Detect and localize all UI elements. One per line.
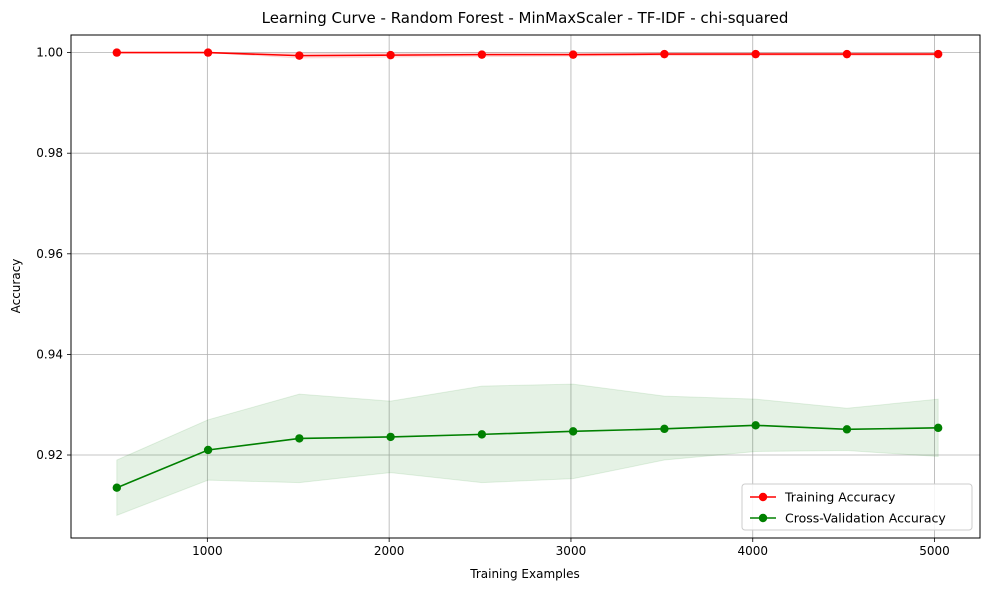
point-series-0-2 [295,51,304,60]
point-series-1-2 [295,434,304,443]
point-series-0-6 [660,49,669,59]
x-axis-label: Training Examples [469,567,579,581]
grid [71,35,980,538]
legend-label-1: Cross-Validation Accuracy [785,511,946,526]
y-axis-ticks: 0.92 0.94 0.96 0.98 1.00 [36,46,71,462]
series-points [112,48,943,492]
point-series-0-3 [386,50,395,60]
x-tick-label-4: 5000 [919,544,950,558]
point-series-1-6 [660,424,669,434]
point-series-0-5 [568,50,578,59]
point-series-1-1 [203,445,213,455]
legend: Training Accuracy Cross-Validation Accura… [741,483,973,531]
point-series-1-8 [842,425,852,434]
point-series-0-7 [751,49,760,59]
x-tick-label-0: 1000 [192,544,223,558]
x-tick-label-2: 3000 [556,544,587,558]
x-tick-label-3: 4000 [737,544,768,558]
series-lines [116,51,939,489]
point-series-1-9 [933,423,943,433]
point-series-1-0 [112,483,122,492]
point-series-1-7 [751,421,760,430]
point-series-0-8 [842,49,852,59]
line-series-0 [116,51,939,57]
y-tick-label-4: 1.00 [36,46,63,60]
y-tick-label-1: 0.94 [36,347,63,361]
point-series-1-4 [477,430,487,439]
legend-box [741,483,973,531]
point-series-0-9 [933,49,943,59]
chart-title: Learning Curve - Random Forest - MinMaxS… [262,9,789,27]
band-series-1 [116,383,939,517]
y-tick-label-0: 0.92 [36,448,63,462]
x-tick-label-1: 2000 [374,544,405,558]
y-tick-label-3: 0.98 [36,146,63,160]
y-tick-label-2: 0.96 [36,247,63,261]
legend-marker-1 [758,513,768,523]
point-series-1-3 [386,432,395,442]
x-axis-ticks: 1000 2000 3000 4000 5000 [192,538,950,558]
point-series-0-4 [477,50,487,59]
point-series-0-1 [203,48,213,57]
plot-frame [70,34,981,539]
point-series-0-0 [112,48,122,57]
point-series-1-5 [568,427,578,436]
legend-marker-0 [758,492,768,502]
y-axis-label: Accuracy [9,259,23,314]
line-series-1 [116,424,939,489]
legend-label-0: Training Accuracy [784,490,896,505]
